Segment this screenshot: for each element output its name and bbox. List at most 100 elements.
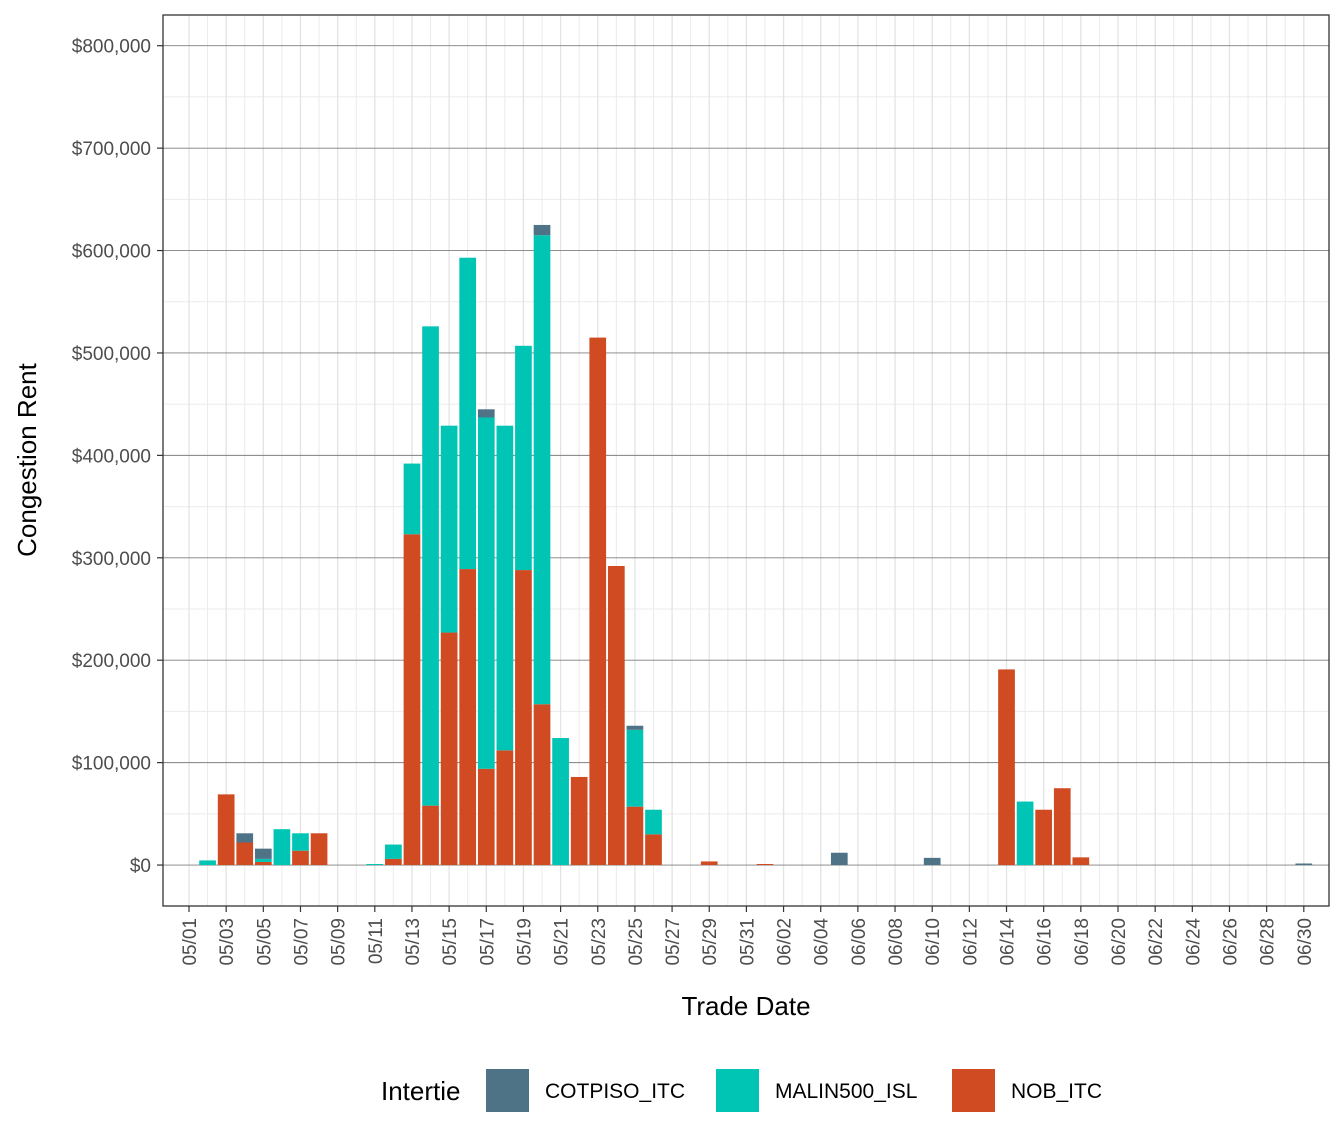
x-tick-label: 06/28 [1258,918,1279,966]
bar-malin500-isl-05-17 [477,417,495,769]
bar-malin500-isl-05-21 [552,738,569,866]
x-tick-label: 05/07 [291,918,312,966]
y-tick-label: $300,000 [72,549,151,570]
x-tick-label: 05/05 [254,918,275,966]
bar-malin500-isl-05-13 [403,463,421,535]
bar-nob-itc-06-18 [1072,857,1090,866]
legend: Intertie COTPISO_ITC MALIN500_ISL NOB_ITC [381,1069,1102,1112]
x-tick-label: 05/23 [589,918,610,966]
y-tick-label: $200,000 [72,651,151,672]
x-tick-label: 06/10 [923,918,944,966]
legend-title: Intertie [381,1076,461,1106]
legend-key-malin500-isl [716,1069,759,1112]
y-axis: $0 $100,000 $200,000 $300,000 $400,000 $500,0… [72,37,163,877]
x-tick-label: 06/16 [1035,918,1056,966]
bar-nob-itc-06-16 [1035,809,1053,866]
bar-nob-itc-05-16 [459,569,477,866]
bar-nob-itc-05-18 [496,750,514,866]
bar-malin500-isl-05-19 [515,345,532,571]
x-tick-label: 06/26 [1220,918,1241,966]
bar-nob-itc-05-05 [254,861,272,866]
bar-nob-itc-05-29 [700,861,718,866]
bar-cotpiso-itc-06-05 [830,852,848,866]
x-tick-label: 06/12 [960,918,981,966]
y-tick-label: $400,000 [72,446,151,467]
bar-nob-itc-06-17 [1053,788,1071,866]
bar-nob-itc-05-03 [217,794,235,866]
bar-nob-itc-05-13 [403,534,421,866]
bars-group [199,224,1313,866]
x-tick-label: 06/30 [1295,918,1316,966]
bar-malin500-isl-05-14 [422,326,439,806]
bar-nob-itc-05-14 [422,805,439,866]
bar-malin500-isl-05-20 [533,235,551,705]
bar-nob-itc-05-22 [570,776,588,866]
bar-nob-itc-05-25 [626,806,644,866]
bar-nob-itc-05-12 [385,858,402,866]
bar-nob-itc-05-04 [236,842,254,866]
y-tick-label: $500,000 [72,344,151,365]
legend-label-nob-itc: NOB_ITC [1011,1080,1102,1103]
bar-nob-itc-05-17 [477,768,495,866]
x-tick-label: 05/09 [329,918,350,966]
bar-malin500-isl-05-12 [385,844,402,859]
y-tick-label: $100,000 [72,754,151,775]
bar-nob-itc-05-23 [589,337,607,866]
x-tick-label: 06/24 [1183,918,1204,966]
y-tick-label: $700,000 [72,139,151,160]
bar-nob-itc-05-15 [440,632,458,866]
bar-malin500-isl-05-18 [496,425,514,751]
bar-nob-itc-05-08 [310,833,328,866]
bar-malin500-isl-05-25 [626,729,644,807]
x-tick-label: 05/13 [403,918,424,966]
bar-cotpiso-itc-05-25 [626,725,644,730]
y-tick-label: $0 [130,856,151,877]
bar-malin500-isl-05-26 [645,809,662,835]
x-tick-label: 05/29 [700,918,721,966]
bar-nob-itc-05-19 [515,570,532,866]
x-tick-label: 06/04 [812,918,833,966]
x-tick-label: 06/08 [886,918,907,966]
bar-cotpiso-itc-05-04 [236,833,254,843]
bar-cotpiso-itc-05-17 [477,409,495,418]
bar-malin500-isl-05-16 [459,257,477,570]
y-axis-title: Congestion Rent [12,362,42,556]
bar-nob-itc-05-20 [533,704,551,866]
bar-malin500-isl-05-07 [292,833,309,851]
x-tick-label: 05/17 [477,918,498,966]
bar-malin500-isl-05-02 [199,860,216,866]
bar-nob-itc-05-07 [292,850,309,866]
x-tick-label: 06/22 [1146,918,1167,966]
bar-malin500-isl-05-05 [254,858,272,862]
x-tick-label: 05/01 [180,918,201,966]
y-tick-label: $600,000 [72,242,151,263]
bar-malin500-isl-05-11 [366,864,384,866]
x-tick-label: 05/31 [737,918,758,966]
x-tick-label: 05/21 [552,918,573,966]
x-tick-label: 06/18 [1072,918,1093,966]
bar-nob-itc-05-24 [607,565,625,866]
x-tick-label: 06/02 [775,918,796,966]
x-axis: 05/01 05/03 05/05 05/07 05/09 05/11 05/13 05/15… [180,906,1316,966]
bar-cotpiso-itc-05-05 [254,848,272,859]
x-tick-label: 05/25 [626,918,647,966]
bar-cotpiso-itc-06-10 [923,857,941,866]
bar-malin500-isl-05-15 [440,425,458,633]
bar-malin500-isl-05-06 [273,829,291,866]
bar-cotpiso-itc-05-20 [533,224,551,236]
x-tick-label: 05/27 [663,918,684,966]
x-tick-label: 06/14 [998,918,1019,966]
legend-key-nob-itc [952,1069,995,1112]
legend-label-malin500-isl: MALIN500_ISL [775,1080,917,1103]
bar-cotpiso-itc-06-30 [1295,863,1313,866]
bar-nob-itc-06-14 [998,669,1015,866]
bar-malin500-isl-06-15 [1016,801,1034,866]
x-tick-label: 05/03 [217,918,238,966]
legend-label-cotpiso-itc: COTPISO_ITC [545,1080,685,1103]
x-tick-label: 06/06 [849,918,870,966]
x-tick-label: 05/19 [514,918,535,966]
x-tick-label: 06/20 [1109,918,1130,966]
x-tick-label: 05/11 [366,918,387,964]
legend-key-cotpiso-itc [486,1069,529,1112]
